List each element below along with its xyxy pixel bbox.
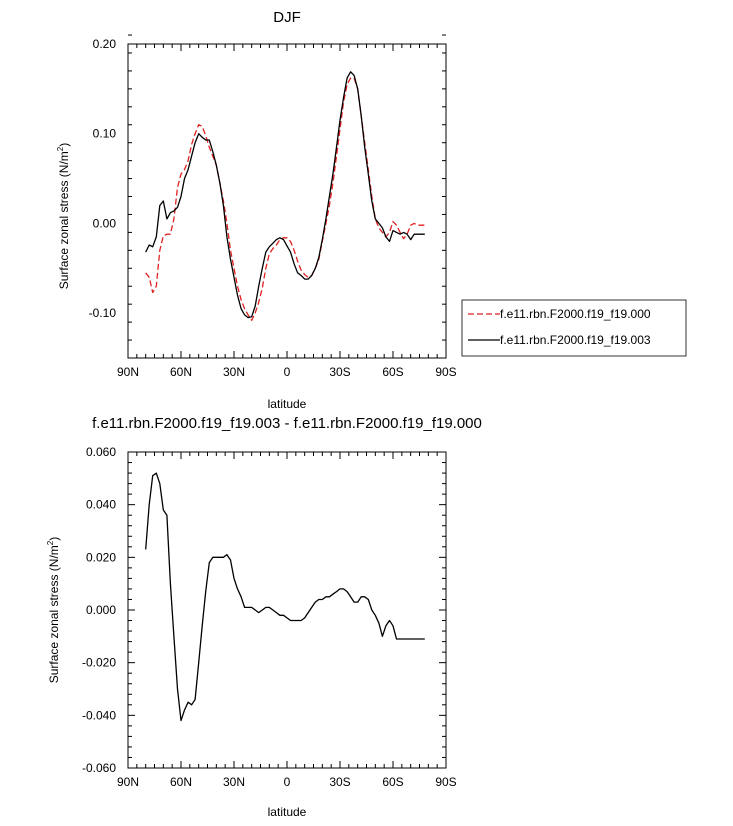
series-line-2 [145, 71, 425, 319]
y-tick-label: 0.10 [93, 127, 117, 141]
x-tick-label: 90N [117, 365, 139, 379]
y-tick-label: -0.040 [82, 708, 116, 722]
series-line-1 [145, 77, 425, 321]
x-axis-label: latitude [268, 397, 307, 411]
x-tick-label: 90S [435, 365, 456, 379]
chart-2: 90N 60N 30N 0 30S 60S 90S 0.060 0.040 0.020 0.000 -… [46, 415, 482, 819]
y-tick-label: 0.000 [86, 603, 116, 617]
legend-entry-2: f.e11.rbn.F2000.f19_f19.003 [500, 333, 651, 347]
chart-title: f.e11.rbn.F2000.f19_f19.003 - f.e11.rbn.… [92, 415, 482, 432]
chart-title: DJF [273, 9, 301, 26]
x-tick-label: 30N [223, 365, 245, 379]
y-tick-label: -0.10 [89, 306, 117, 320]
x-tick-label: 30S [329, 775, 350, 789]
x-tick-label: 60S [382, 775, 403, 789]
x-tick-label: 60S [382, 365, 403, 379]
legend-box [461, 299, 687, 357]
series-line-1 [145, 472, 425, 722]
x-axis-label: latitude [268, 805, 307, 819]
x-tick-label: 60N [170, 775, 192, 789]
x-tick-label: 0 [284, 365, 291, 379]
x-tick-label: 60N [170, 365, 192, 379]
y-tick-label: 0.060 [86, 445, 116, 459]
x-tick-label: 0 [284, 775, 291, 789]
x-tick-label: 30S [329, 365, 350, 379]
x-tick-label: 90N [117, 775, 139, 789]
y-axis-label: Surface zonal stress (N/m2) [56, 143, 71, 290]
chart-1: 90N 60N 30N 0 30S 60S 90S 0.20 0.10 0.00 -0.10 DJF l… [56, 9, 687, 411]
y-tick-label: 0.020 [86, 550, 116, 564]
y-tick-label: 0.00 [93, 216, 117, 230]
y-tick-label: -0.060 [82, 761, 116, 775]
y-tick-label: -0.020 [82, 656, 116, 670]
y-tick-label: 0.040 [86, 498, 116, 512]
x-tick-label: 90S [435, 775, 456, 789]
legend-entry-1: f.e11.rbn.F2000.f19_f19.000 [500, 307, 651, 321]
y-tick-label: 0.20 [93, 37, 117, 51]
y-axis-label: Surface zonal stress (N/m2) [46, 537, 61, 684]
x-tick-label: 30N [223, 775, 245, 789]
